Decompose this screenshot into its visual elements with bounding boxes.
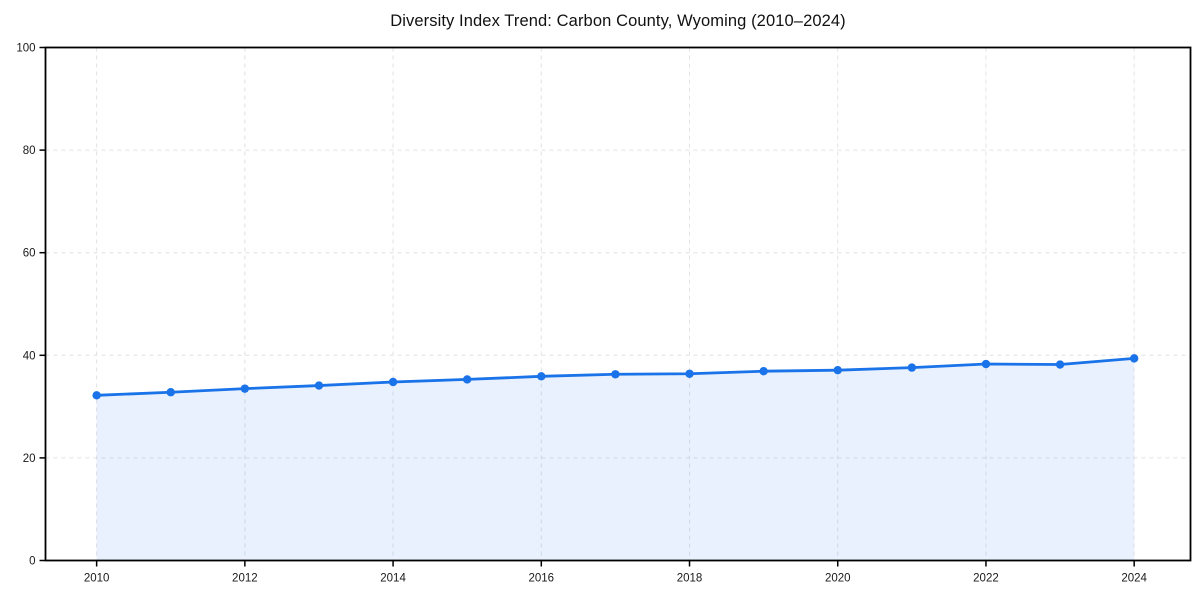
data-point [981,359,991,369]
plot-border [44,46,1192,562]
y-tick-label: 100 [16,43,35,55]
y-tick-label: 40 [23,350,36,362]
x-tick-label: 2024 [1121,573,1147,585]
data-point [1055,360,1065,369]
data-point [685,369,694,378]
data-point [462,375,472,384]
data-point [833,365,842,375]
y-tick-label: 0 [29,556,35,568]
data-point [1129,354,1139,363]
x-tick-label: 2016 [528,573,554,585]
data-point [907,363,917,372]
x-tick-label: 2018 [677,573,703,585]
y-tick-label: 20 [23,453,36,465]
data-point [611,370,620,379]
data-point [240,384,250,393]
data-point [537,372,546,381]
x-tick-label: 2012 [232,573,258,585]
data-point [759,367,768,376]
data-point [314,381,324,390]
data-point [92,391,101,400]
y-tick-label: 80 [23,145,36,157]
x-tick-label: 2010 [84,573,110,585]
series-area-fill [96,358,1135,561]
x-tick-label: 2022 [973,573,999,585]
y-tick-label: 60 [23,248,36,260]
x-tick-label: 2014 [380,573,406,585]
chart-title: Diversity Index Trend: Carbon County, Wy… [390,12,846,30]
x-tick-label: 2020 [825,573,851,585]
data-point [388,377,398,387]
data-point [166,388,175,397]
